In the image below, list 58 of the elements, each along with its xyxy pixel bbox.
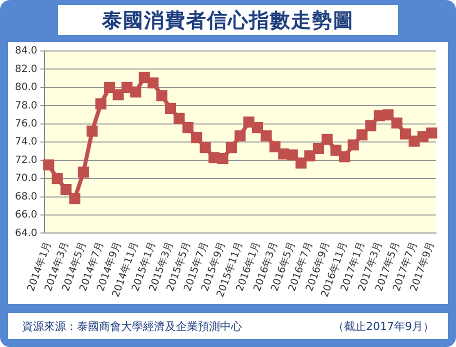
point — [164, 102, 176, 114]
y-tick-label: 78.0 — [15, 100, 38, 112]
point — [339, 151, 350, 162]
y-tick-label: 82.0 — [15, 64, 38, 75]
point — [278, 148, 290, 160]
point — [52, 173, 63, 184]
point — [217, 152, 228, 164]
y-tick-label: 76.0 — [15, 118, 38, 130]
point — [296, 158, 307, 169]
point — [138, 72, 150, 83]
y-tick-label: 74.0 — [15, 136, 38, 148]
point — [304, 150, 316, 162]
point — [286, 149, 298, 160]
point — [130, 86, 142, 98]
point — [260, 130, 272, 142]
text: （截止2017年9月） — [333, 318, 434, 334]
point — [330, 144, 342, 156]
y-tick-label: 80.0 — [15, 82, 38, 94]
point — [382, 109, 394, 120]
point — [208, 152, 220, 164]
point — [348, 139, 359, 150]
point — [156, 90, 168, 102]
point — [95, 98, 106, 110]
y-tick-label: 66.0 — [15, 210, 38, 221]
point — [104, 82, 116, 93]
point — [226, 142, 237, 154]
point — [269, 141, 280, 152]
point — [252, 122, 264, 134]
y-tick-label: 84.0 — [15, 46, 38, 57]
point — [391, 117, 402, 129]
point — [408, 136, 420, 147]
point — [312, 142, 324, 154]
point — [400, 128, 412, 140]
point — [417, 131, 428, 142]
point — [43, 159, 54, 170]
point — [148, 77, 159, 88]
point — [200, 142, 211, 154]
point — [60, 184, 72, 196]
y-tick-label: 70.0 — [15, 173, 38, 184]
point — [234, 130, 246, 142]
point — [69, 193, 80, 204]
y-tick-label: 64.0 — [15, 228, 38, 239]
chart-title: 泰國消費者信心指數走勢圖 — [102, 6, 354, 34]
point — [356, 129, 368, 140]
point — [322, 134, 333, 145]
y-tick-label: 68.0 — [15, 191, 38, 202]
point — [86, 126, 98, 137]
point — [426, 127, 438, 139]
y-tick-label: 72.0 — [15, 154, 38, 166]
text: 資源來源：泰國商會大學經濟及企業預測中心 — [22, 318, 242, 334]
point — [78, 166, 89, 178]
point — [243, 116, 254, 128]
point — [174, 112, 185, 124]
point — [365, 120, 376, 132]
point — [182, 122, 194, 134]
point — [121, 82, 132, 93]
point — [191, 132, 202, 144]
point — [112, 89, 124, 100]
